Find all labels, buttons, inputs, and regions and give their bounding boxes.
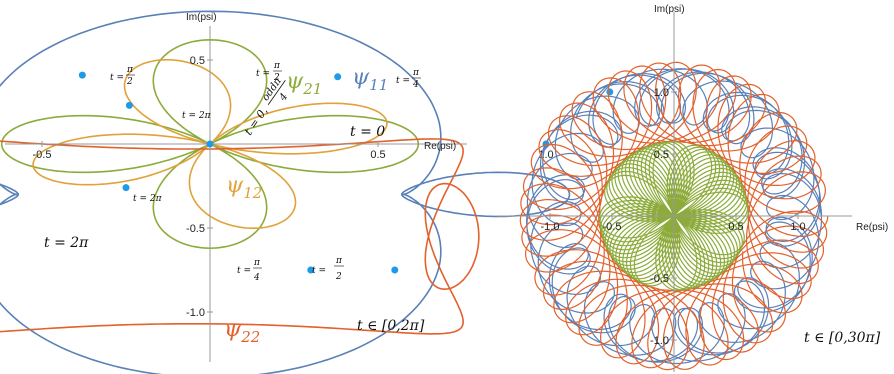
left-xlabel: Re(psi) [424,141,456,152]
left-panel: -1.0-0.50.51.00.5-0.5-1.0 Re(psi) Im(psi… [0,10,614,374]
right-ytick-label: -0.5 [650,273,669,285]
right-ytick-label: 0.5 [654,149,669,161]
svg-text:t =: t = [237,266,251,276]
marker-point [78,71,86,79]
svg-text:4: 4 [253,273,260,283]
right-panel: -1.0 -0.5 0.5 1.0 1.0 0.5 -0.5 -1.0 Re(psi) Im(… [497,4,888,372]
svg-text:π: π [253,258,261,268]
left-marker-points [78,71,614,274]
label-psi22: ψ22 [224,317,260,346]
left-curves [0,10,571,374]
svg-text:2: 2 [273,73,280,83]
left-ytick-label: -0.5 [186,223,205,235]
right-ytick-label: 1.0 [654,87,669,99]
right-xlabel: Re(psi) [856,222,888,233]
series-red-line [519,61,829,371]
series-psi22-line [0,138,480,335]
annot-range-left: t ∈ [0,2π] [357,318,425,334]
right-ytick-label: -1.0 [650,335,669,347]
svg-text:t =: t = [396,76,410,86]
svg-text:4: 4 [412,80,419,90]
right-xtick-label: 0.5 [728,221,743,233]
left-ytick-label: 0.5 [190,55,205,67]
left-xtick-label: -0.5 [33,149,52,161]
svg-text:π: π [273,61,281,71]
svg-text:t = 2π: t = 2π [182,111,212,121]
left-ylabel: Im(psi) [186,12,217,23]
svg-text:π: π [335,256,343,266]
svg-text:t =: t = [256,69,270,79]
svg-text:t = 2π: t = 2π [133,194,163,204]
left-xtick-label: 0.5 [370,149,385,161]
svg-text:t =: t = [110,73,124,83]
label-psi21: ψ21 [286,69,322,98]
series-blue-line [525,68,823,365]
right-xtick-label: -0.5 [603,221,622,233]
right-axes [497,12,852,372]
svg-text:2: 2 [126,77,133,87]
series-psi11-line [0,10,571,374]
svg-text:t =: t = [312,266,326,276]
label-psi11: ψ11 [352,65,388,94]
left-ticks: -1.0-0.50.51.00.5-0.5-1.0 [33,55,554,319]
svg-text:2: 2 [335,272,342,282]
svg-text:π: π [126,65,134,75]
annot-fracs: t = π2 t = π2 t = 2π t = π4 t = 2π t = π… [110,61,421,283]
marker-point [125,101,133,109]
marker-point [122,184,130,192]
annot-t2pi: t = 2π [44,235,89,251]
annot-t0: t = 0 [350,124,385,140]
left-axes [5,26,467,362]
label-psi12: ψ12 [226,173,262,202]
marker-point [391,266,399,274]
left-ytick-label: -1.0 [186,307,205,319]
right-xtick-label: -1.0 [541,221,560,233]
right-ylabel: Im(psi) [654,4,685,15]
marker-point [307,266,315,274]
marker-point [334,73,342,81]
marker-point [206,140,214,148]
right-ticks: -1.0 -0.5 0.5 1.0 1.0 0.5 -0.5 -1.0 [541,87,806,347]
right-xtick-label: 1.0 [790,221,805,233]
marker-point [606,88,614,96]
svg-text:π: π [412,68,420,78]
annot-range-right: t ∈ [0,30π] [804,330,881,346]
